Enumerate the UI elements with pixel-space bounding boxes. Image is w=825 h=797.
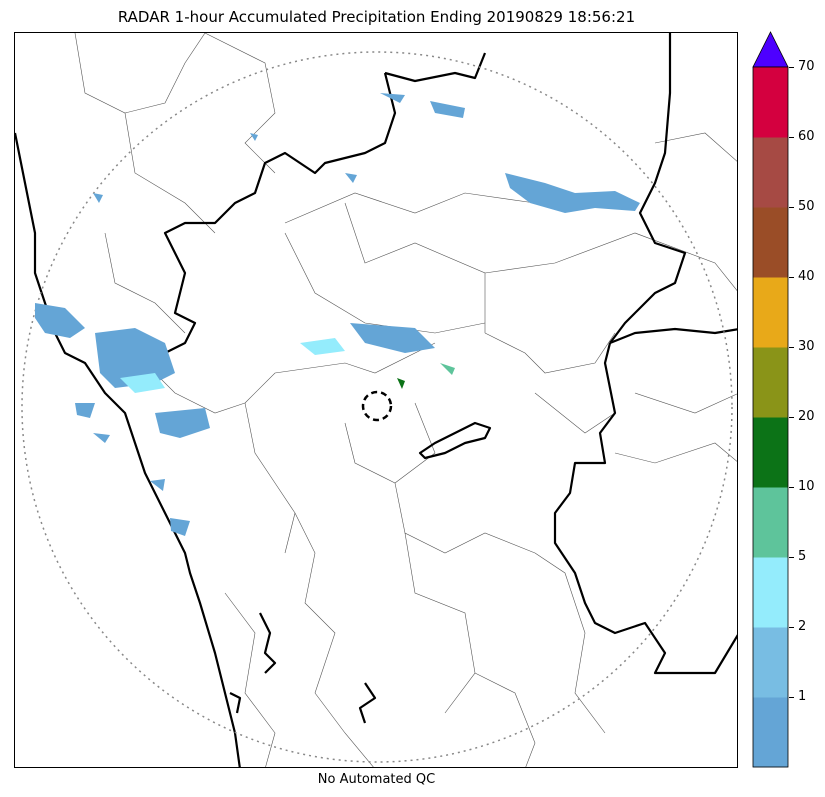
echo-cell: [35, 303, 85, 338]
colorbar-bin: [753, 557, 788, 628]
colorbar-bin: [753, 487, 788, 558]
echo-cell: [150, 479, 165, 491]
district-boundary: [344, 202, 486, 333]
colorbar-tick-mark: [789, 417, 794, 418]
colorbar-overflow-triangle: [752, 31, 789, 68]
colorbar-tick-label: 1: [798, 689, 807, 704]
enclave-south-2: [358, 682, 377, 724]
district-boundary: [404, 532, 476, 714]
colorbar-tick-mark: [789, 347, 794, 348]
colorbar-tick-mark: [789, 557, 794, 558]
district-boundary: [294, 512, 336, 694]
district-boundary: [484, 332, 616, 374]
colorbar-bin: [753, 627, 788, 698]
district-boundary: [654, 132, 737, 162]
echo-cell: [440, 363, 455, 375]
echo-cell: [397, 378, 405, 389]
state-boundaries: [15, 33, 737, 767]
district-boundary: [284, 192, 536, 224]
state-boundary-southeast: [553, 342, 737, 675]
district-boundaries: [74, 33, 737, 767]
echo-cell: [93, 193, 103, 203]
precipitation-echoes: [35, 93, 640, 536]
colorbar-bin: [753, 277, 788, 348]
colorbar-tick-label: 2: [798, 619, 807, 634]
colorbar-tick-label: 20: [798, 409, 815, 424]
enclave-coast: [229, 692, 242, 714]
coastline: [15, 132, 241, 767]
colorbar-tick-mark: [789, 137, 794, 138]
echo-cell: [75, 403, 95, 418]
colorbar-tick-label: 5: [798, 549, 807, 564]
echo-cell: [93, 433, 110, 443]
district-boundary: [244, 402, 296, 554]
colorbar-bin: [753, 137, 788, 208]
precip-colorbar: [752, 31, 789, 768]
district-boundary: [344, 402, 436, 484]
district-boundary: [474, 672, 536, 767]
state-boundary-north-east: [384, 52, 487, 83]
echo-cell: [250, 133, 258, 141]
district-boundary: [224, 592, 276, 767]
district-boundary: [534, 552, 606, 734]
district-boundary: [74, 33, 206, 114]
echo-cell: [380, 93, 405, 103]
qc-label: No Automated QC: [317, 772, 436, 787]
state-boundary-north: [144, 72, 397, 375]
district-boundary: [534, 392, 616, 434]
chart-title: RADAR 1-hour Accumulated Precipitation E…: [117, 8, 636, 26]
echo-cell: [120, 373, 165, 393]
colorbar-tick-mark: [789, 67, 794, 68]
colorbar-tick-label: 10: [798, 479, 815, 494]
district-boundary: [204, 33, 276, 174]
echo-cell: [430, 101, 465, 118]
colorbar-tick-label: 50: [798, 199, 815, 214]
district-boundary: [124, 112, 216, 234]
echo-cell: [350, 323, 435, 353]
radar-site-marker: [361, 390, 393, 422]
district-boundary: [484, 232, 737, 291]
colorbar-tick-mark: [789, 487, 794, 488]
echo-cell: [300, 338, 345, 355]
colorbar-bin: [753, 207, 788, 278]
map-canvas: [15, 33, 737, 767]
enclave-south: [259, 612, 277, 674]
radar-range-ring: [21, 51, 733, 763]
echo-cell: [345, 173, 357, 183]
colorbar-bin: [753, 697, 788, 768]
colorbar-tick-mark: [789, 277, 794, 278]
district-boundary: [634, 392, 737, 414]
district-boundary: [614, 442, 737, 464]
state-boundary-east-2: [609, 327, 737, 345]
district-boundary: [394, 482, 536, 554]
colorbar-bin: [753, 67, 788, 138]
echo-cell: [505, 173, 640, 213]
colorbar-bin: [753, 417, 788, 488]
colorbar-tick-label: 40: [798, 269, 815, 284]
colorbar-tick-mark: [789, 207, 794, 208]
colorbar-tick-label: 60: [798, 129, 815, 144]
radar-map[interactable]: [14, 32, 738, 768]
district-boundary: [104, 232, 186, 334]
colorbar-tick-label: 70: [798, 59, 815, 74]
colorbar-bin: [753, 347, 788, 418]
colorbar-tick-label: 30: [798, 339, 815, 354]
district-boundary: [244, 342, 436, 404]
state-boundary-east: [609, 33, 687, 344]
district-boundary: [284, 232, 486, 334]
colorbar-tick-mark: [789, 697, 794, 698]
echo-cell: [155, 408, 210, 438]
colorbar-tick-mark: [789, 627, 794, 628]
district-boundary: [314, 692, 374, 767]
state-boundary-center-enclave: [418, 421, 492, 460]
echo-cell: [170, 518, 190, 536]
